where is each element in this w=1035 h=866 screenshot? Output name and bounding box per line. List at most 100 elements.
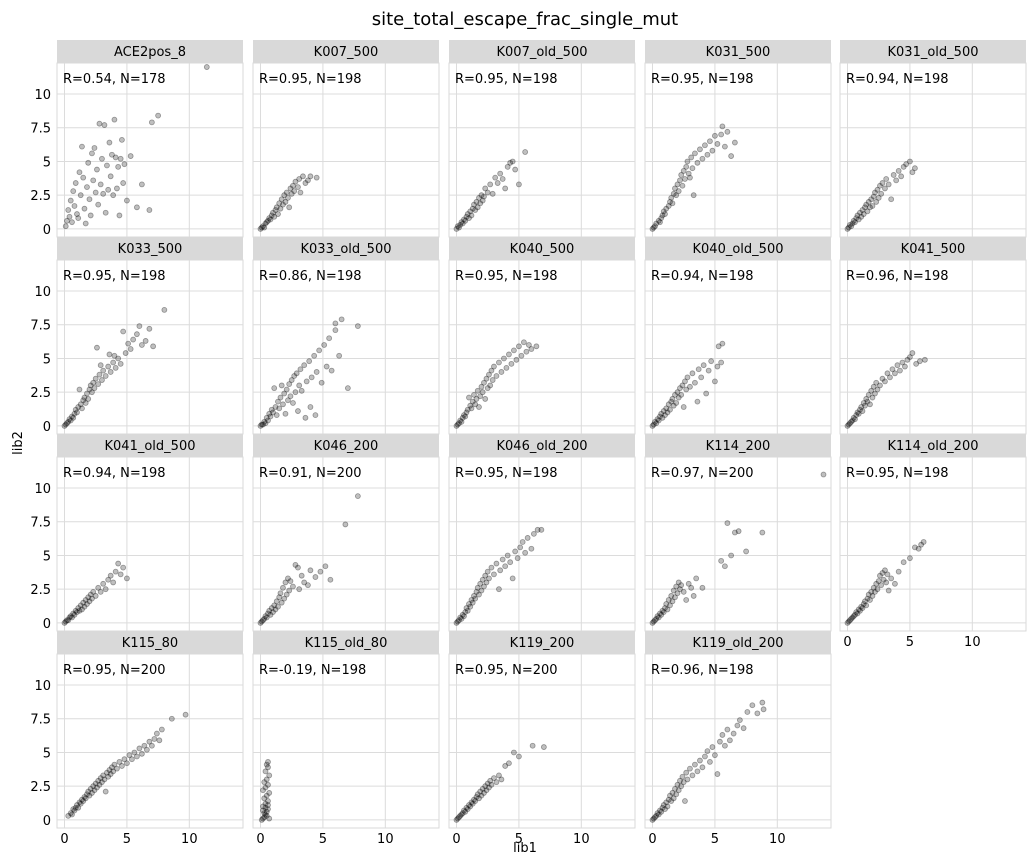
data-point <box>84 390 90 397</box>
data-point <box>458 811 465 818</box>
data-point <box>469 398 476 405</box>
data-point <box>884 370 891 377</box>
data-point <box>520 339 527 346</box>
data-point <box>64 617 70 624</box>
data-point <box>71 807 78 814</box>
data-point <box>654 613 661 620</box>
data-point <box>262 420 269 427</box>
data-point <box>499 176 506 182</box>
x-tick-label: 5 <box>319 832 327 847</box>
data-point <box>877 382 883 389</box>
data-point <box>291 188 298 195</box>
data-point <box>660 408 667 414</box>
data-point <box>77 800 84 807</box>
data-point <box>258 618 265 625</box>
facet-strip <box>645 631 831 654</box>
data-point <box>657 807 663 814</box>
data-point <box>278 196 285 203</box>
data-point <box>867 401 873 408</box>
data-point <box>880 576 887 583</box>
data-point <box>104 162 110 169</box>
facet-label: ACE2pos_8 <box>114 45 186 60</box>
data-point <box>70 188 77 195</box>
data-point <box>659 212 666 219</box>
x-tick-label: 5 <box>906 635 914 650</box>
facet-panel: K040_500 R=0.95, N=198 <box>448 237 636 435</box>
data-point <box>267 611 274 618</box>
facet-strip <box>57 40 243 63</box>
data-point <box>286 381 293 387</box>
data-point <box>70 610 77 617</box>
data-point <box>273 598 280 605</box>
data-point <box>484 385 491 392</box>
data-point <box>459 611 466 618</box>
data-point <box>260 815 266 822</box>
data-point <box>883 176 890 182</box>
data-point <box>473 199 480 205</box>
data-point <box>121 756 128 763</box>
data-point <box>146 207 153 213</box>
data-point <box>849 614 856 621</box>
data-point <box>668 798 675 804</box>
data-point <box>522 549 529 556</box>
data-point <box>665 401 672 408</box>
data-point <box>464 806 471 813</box>
data-point <box>898 173 905 180</box>
data-point <box>261 224 268 231</box>
data-point <box>872 189 878 196</box>
data-point <box>263 761 270 768</box>
data-point <box>760 706 767 713</box>
data-point <box>293 370 300 377</box>
data-point <box>667 792 673 799</box>
data-point <box>498 776 505 783</box>
data-point <box>168 715 175 722</box>
data-point <box>499 556 506 563</box>
data-point <box>850 613 857 620</box>
data-point <box>907 158 913 165</box>
facet-strip <box>253 434 439 457</box>
data-point <box>660 208 667 215</box>
facet-label: K046_200 <box>314 439 379 454</box>
data-point <box>918 541 925 548</box>
data-point <box>653 220 660 227</box>
data-point <box>844 620 851 626</box>
data-point <box>283 386 290 393</box>
data-point <box>87 212 94 219</box>
data-point <box>852 416 858 423</box>
data-point <box>462 413 469 420</box>
data-point <box>466 802 472 808</box>
data-point <box>486 371 492 378</box>
data-point <box>115 355 122 362</box>
data-point <box>652 814 658 821</box>
data-point <box>878 582 885 589</box>
data-point <box>685 170 692 177</box>
data-point <box>127 346 134 352</box>
facet-label: K033_500 <box>118 242 183 257</box>
data-point <box>863 602 870 609</box>
y-tick-label: 7.5 <box>30 516 51 531</box>
data-point <box>504 552 511 559</box>
data-point <box>707 138 713 145</box>
data-point <box>902 363 908 370</box>
data-point <box>909 350 916 356</box>
data-point <box>488 564 495 571</box>
data-point <box>100 580 107 587</box>
data-point <box>479 197 486 204</box>
data-point <box>484 189 491 196</box>
data-point <box>698 374 705 381</box>
correlation-annotation: R=0.95, N=198 <box>455 466 558 481</box>
data-point <box>882 378 888 385</box>
data-point <box>893 177 900 184</box>
panel-background <box>56 456 244 632</box>
data-point <box>456 420 462 427</box>
data-point <box>847 221 853 228</box>
x-tick-label: 10 <box>964 635 981 650</box>
data-point <box>731 529 738 536</box>
facet-strip <box>57 434 243 457</box>
data-point <box>301 362 308 369</box>
data-point <box>461 807 467 814</box>
data-point <box>879 180 886 186</box>
data-point <box>503 365 510 371</box>
data-point <box>865 199 872 205</box>
data-point <box>97 362 104 369</box>
